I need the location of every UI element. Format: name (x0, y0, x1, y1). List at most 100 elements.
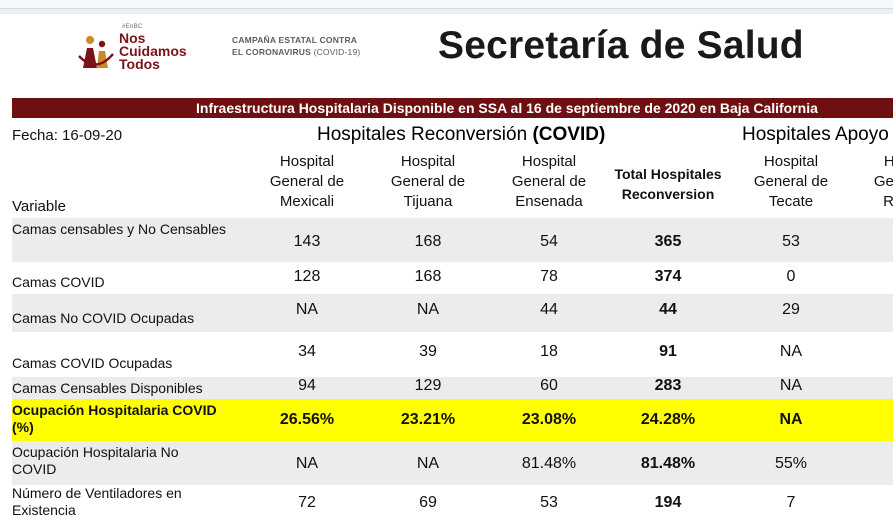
campaign-line-1: CAMPAÑA ESTATAL CONTRA (232, 35, 358, 45)
column-header-line: General de (753, 173, 829, 190)
row-total-value: 91 (659, 343, 677, 360)
row-total-value: 365 (654, 233, 682, 250)
row-label: Número de Ventiladores en Existencia (12, 485, 182, 518)
row-value: NA (779, 343, 803, 360)
row-value: 34 (298, 343, 316, 360)
slide-document: #EnBC Nos Cuidamos Todos CAMPAÑA ESTATAL… (0, 14, 893, 521)
row-total-value: 44 (659, 301, 677, 318)
row-value: 60 (540, 377, 558, 394)
row-value: 129 (414, 377, 442, 394)
row-value: 69 (419, 494, 437, 511)
row-value: 18 (540, 343, 558, 360)
column-header-line: Rosarito (883, 193, 893, 210)
row-value: 128 (293, 268, 321, 285)
variable-header: Variable (12, 198, 66, 215)
row-label: Camas Censables Disponibles (12, 380, 203, 396)
row-value: 168 (414, 268, 442, 285)
table-row-ventiladores: Número de Ventiladores en Existencia 72 … (12, 485, 893, 521)
column-header-tecate: Hospital General de Tecate (736, 152, 846, 212)
logo-text-line-3: Todos (119, 56, 160, 72)
column-header-line: Hospital (400, 153, 456, 170)
logo-text-line-2: Cuidamos (119, 43, 187, 59)
column-header-line: General de (390, 173, 466, 190)
column-header-mexicali: Hospital General de Mexicali (252, 152, 362, 212)
row-label: Camas No COVID Ocupadas (12, 310, 195, 326)
group-apoyo: Hospitales Apoyo (742, 124, 889, 145)
logo-hashtag: #EnBC (122, 24, 143, 30)
group-reconversion: Hospitales Reconversión (COVID) (317, 124, 657, 146)
column-header-line: Hospital (279, 153, 335, 170)
row-total-value: 374 (654, 268, 682, 285)
row-label: Camas censables y No Censables (12, 221, 226, 237)
row-value: 53 (782, 233, 800, 250)
logo-text-line-1: Nos (119, 30, 146, 46)
table-row-ocupacion-covid: Ocupación Hospitalaria COVID (%) 26.56% … (12, 399, 893, 441)
row-value: 39 (419, 343, 437, 360)
column-header-line: Hospital (521, 153, 577, 170)
row-value: 81.48% (521, 455, 577, 472)
row-label: Camas COVID (12, 274, 105, 290)
group-reconversion-label: Hospitales Reconversión (317, 124, 528, 145)
row-label: Ocupación Hospitalaria No COVID (12, 444, 179, 477)
column-header-rosarito: Hospital General de Rosarito (856, 152, 893, 212)
row-value: 54 (540, 233, 558, 250)
row-value: 23.21% (400, 411, 456, 428)
campaign-line-2-main: EL CORONAVIRUS (232, 47, 311, 57)
column-header-line: Mexicali (279, 193, 335, 210)
column-header-line: Reconversion (621, 186, 715, 202)
campaign-text: CAMPAÑA ESTATAL CONTRA EL CORONAVIRUS (C… (232, 34, 360, 58)
row-value: NA (295, 455, 319, 472)
row-value: NA (779, 411, 803, 428)
row-value: NA (295, 301, 319, 318)
row-value: 168 (414, 233, 442, 250)
column-header-row: Variable Hospital General de Mexicali Ho… (12, 146, 893, 218)
row-value: 0 (786, 268, 796, 285)
row-value: 23.08% (521, 411, 577, 428)
column-header-line: Ensenada (515, 193, 583, 210)
group-header-row: Fecha: 16-09-20 Hospitales Reconversión … (12, 122, 893, 146)
row-value: 53 (540, 494, 558, 511)
row-value: NA (416, 455, 440, 472)
column-header-total: Total Hospitales Reconversion (605, 164, 731, 204)
table-row-camas-censables-disponibles: Camas Censables Disponibles 94 129 60 28… (12, 377, 893, 399)
row-total-value: 283 (654, 377, 682, 394)
window-top-bar (0, 0, 893, 9)
table-row-ocupacion-no-covid: Ocupación Hospitalaria No COVID NA NA 81… (12, 441, 893, 485)
column-header-line: Hospital (883, 153, 893, 170)
row-value: 29 (782, 301, 800, 318)
column-header-line: General de (269, 173, 345, 190)
row-value: 44 (540, 301, 558, 318)
row-value: NA (416, 301, 440, 318)
row-value: 94 (298, 377, 316, 394)
row-total-value: 194 (654, 494, 682, 511)
column-header-line: Tecate (768, 193, 814, 210)
table-banner: Infraestructura Hospitalaria Disponible … (12, 98, 893, 118)
column-header-line: Hospital (763, 153, 819, 170)
family-logo-icon (78, 36, 114, 68)
row-value: 7 (786, 494, 796, 511)
table-row-camas-covid: Camas COVID 128 168 78 374 0 (12, 262, 893, 294)
campaign-logo: #EnBC Nos Cuidamos Todos (72, 20, 212, 76)
row-value: 72 (298, 494, 316, 511)
campaign-line-2-suffix: (COVID-19) (313, 47, 361, 57)
group-reconversion-covid: (COVID) (532, 124, 606, 145)
row-total-value: 24.28% (640, 411, 696, 428)
table-row-camas-no-covid-ocupadas: Camas No COVID Ocupadas NA NA 44 44 29 (12, 294, 893, 332)
page-title: Secretaría de Salud (438, 24, 804, 67)
column-header-line: General de (873, 173, 893, 190)
row-value: NA (779, 377, 803, 394)
campaign-line-2: EL CORONAVIRUS (COVID-19) (232, 46, 360, 58)
column-header-tijuana: Hospital General de Tijuana (373, 152, 483, 212)
row-label: Ocupación Hospitalaria COVID (%) (12, 402, 217, 435)
table-row-camas-covid-ocupadas: Camas COVID Ocupadas 34 39 18 91 NA (12, 332, 893, 377)
row-label: Camas COVID Ocupadas (12, 355, 173, 371)
row-total-value: 81.48% (640, 455, 696, 472)
table-row-camas-censables: Camas censables y No Censables 143 168 5… (12, 218, 893, 262)
row-value: 78 (540, 268, 558, 285)
date-label: Fecha: 16-09-20 (12, 127, 123, 144)
column-header-ensenada: Hospital General de Ensenada (494, 152, 604, 212)
column-header-line: Total Hospitales (614, 166, 722, 182)
column-header-line: Tijuana (403, 193, 453, 210)
row-value: 55% (774, 455, 808, 472)
row-value: 26.56% (279, 411, 335, 428)
